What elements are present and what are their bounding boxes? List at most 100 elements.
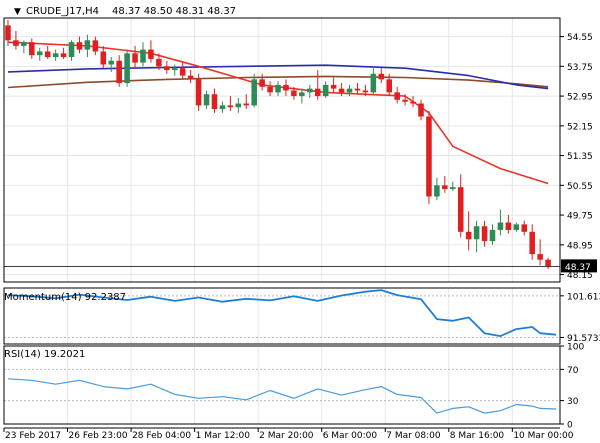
candle-body: [370, 73, 377, 93]
candle-body: [497, 222, 504, 230]
candle-body: [52, 53, 59, 58]
candle: [338, 83, 345, 97]
candle-body: [148, 49, 154, 59]
candle-body: [243, 103, 250, 106]
candle-body: [76, 42, 83, 50]
candle: [140, 42, 146, 67]
candle: [529, 224, 535, 260]
candle: [521, 220, 528, 236]
candle: [243, 94, 250, 110]
candle-body: [219, 105, 226, 110]
rsi-tick-label: 70: [567, 366, 579, 376]
candle-body: [378, 73, 385, 80]
candle-body: [338, 88, 345, 93]
candle-body: [394, 92, 400, 100]
candle-body: [211, 94, 218, 110]
candle: [386, 73, 393, 97]
candle-body: [227, 105, 234, 108]
candle: [426, 110, 432, 204]
candle: [52, 49, 59, 61]
symbol-dropdown-icon[interactable]: ▼: [14, 7, 21, 17]
candle-body: [354, 88, 361, 91]
time-tick-label: 6 Mar 00:00: [323, 431, 378, 441]
candle: [402, 94, 408, 106]
time-tick-label: 2 Mar 20:00: [259, 431, 314, 441]
candle-body: [92, 40, 99, 52]
candle: [92, 36, 99, 56]
last-price-label: 48.37: [565, 263, 591, 273]
price-tick-label: 48.15: [567, 271, 593, 281]
symbol-label: CRUDE_J17,H4: [26, 6, 99, 17]
candle: [497, 209, 504, 236]
candle: [148, 40, 154, 63]
candle-body: [314, 88, 321, 97]
candle-body: [235, 103, 242, 108]
candle: [13, 31, 19, 50]
candle-body: [346, 88, 353, 93]
candle-body: [36, 51, 43, 56]
candle-body: [386, 79, 393, 93]
candle-body: [29, 42, 35, 56]
candle-body: [124, 53, 130, 84]
candle: [307, 84, 313, 98]
candle-body: [505, 222, 512, 230]
candle-body: [100, 51, 107, 65]
candle-body: [251, 79, 257, 106]
candle-body: [275, 84, 281, 93]
momentum-panel: [7, 289, 557, 338]
candle: [513, 222, 520, 232]
candle: [418, 99, 424, 121]
candle-body: [489, 229, 496, 242]
candle-body: [418, 103, 424, 117]
price-tick-label: 49.75: [567, 212, 593, 222]
candle: [291, 86, 297, 100]
candle-body: [267, 86, 273, 93]
candle-body: [330, 84, 337, 89]
candle: [489, 224, 496, 245]
last-price-tag: [561, 259, 597, 273]
price-tick-label: 53.75: [567, 63, 593, 73]
price-panel: [4, 19, 560, 269]
candle-body: [299, 92, 305, 97]
candle: [330, 77, 337, 93]
candle: [545, 257, 551, 269]
candle-body: [179, 68, 186, 76]
candle-body: [307, 88, 313, 93]
candle: [354, 83, 361, 95]
candle: [116, 55, 122, 87]
time-tick-label: 10 Mar 00:00: [513, 431, 573, 441]
candle: [299, 88, 305, 104]
time-tick-label: 7 Mar 08:00: [386, 431, 441, 441]
candle: [68, 40, 75, 61]
candle: [171, 64, 178, 76]
candle-body: [132, 53, 138, 63]
candle-body: [13, 40, 19, 46]
ohlc-values: 48.37 48.50 48.31 48.37: [112, 6, 236, 17]
candle-body: [465, 231, 472, 240]
candle-body: [513, 224, 520, 230]
candle: [378, 68, 385, 84]
price-tick-label: 52.15: [567, 122, 593, 132]
candle-body: [457, 187, 464, 232]
candle-body: [529, 231, 535, 255]
axis-labels: 54.55 53.75 52.95 52.15 51.35 50.55 49.75 48.95…: [3, 33, 600, 441]
candle: [156, 53, 162, 71]
candle: [164, 60, 170, 74]
panel-frame: [3, 345, 561, 425]
candle: [44, 45, 51, 59]
candle-body: [259, 79, 265, 87]
candle: [537, 239, 543, 266]
candle: [100, 45, 107, 69]
candle: [211, 88, 218, 113]
candle-body: [481, 226, 488, 242]
candle: [36, 47, 43, 61]
price-tick-label: 48.95: [567, 241, 593, 251]
candle-body: [164, 66, 170, 71]
candle: [21, 40, 27, 54]
candle: [84, 34, 91, 58]
rsi-label: RSI(14) 19.2021: [4, 349, 85, 360]
rsi-tick-label: 100: [567, 343, 584, 353]
candle: [29, 38, 35, 59]
candle-body: [449, 187, 456, 190]
candle: [362, 84, 369, 97]
